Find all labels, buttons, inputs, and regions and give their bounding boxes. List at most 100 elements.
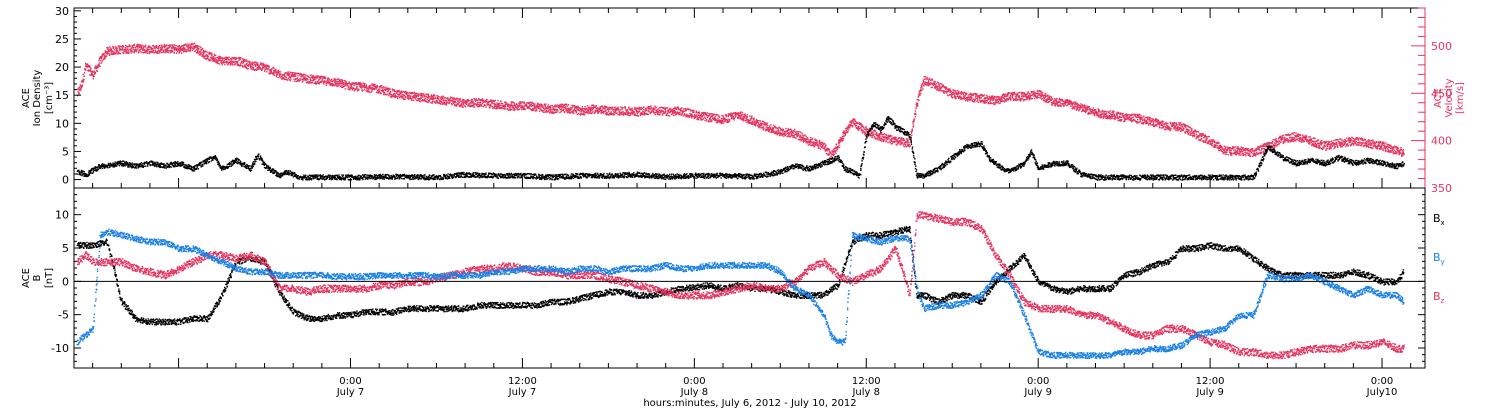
velocity-series-point <box>1079 105 1081 107</box>
velocity-series-point <box>339 80 342 82</box>
velocity-series-point <box>956 95 959 97</box>
velocity-series-point <box>243 65 246 67</box>
velocity-series-point <box>737 112 739 115</box>
velocity-series-point <box>903 143 906 145</box>
velocity-series-point <box>379 92 382 94</box>
velocity-series-point <box>434 101 436 103</box>
velocity-series-point <box>118 46 120 49</box>
velocity-series-point <box>745 115 747 117</box>
velocity-series-point <box>399 96 401 98</box>
velocity-series-point <box>401 97 403 99</box>
velocity-series-point <box>270 70 272 72</box>
velocity-series-point <box>488 104 491 106</box>
velocity-series-point <box>315 81 317 83</box>
velocity-series-point <box>348 86 350 88</box>
velocity-series-point <box>758 120 760 122</box>
velocity-series-point <box>432 99 434 101</box>
velocity-series-point <box>112 52 114 54</box>
velocity-series-point <box>242 61 245 63</box>
velocity-series-point <box>116 49 119 52</box>
velocity-series-point <box>509 104 512 106</box>
velocity-series-point <box>566 105 568 107</box>
velocity-series-point <box>453 100 455 102</box>
velocity-series-point <box>263 65 265 68</box>
velocity-series-point <box>89 68 92 71</box>
velocity-series-point <box>529 105 532 107</box>
velocity-series-point <box>677 106 679 108</box>
velocity-series-point <box>1018 91 1021 94</box>
velocity-series-point <box>304 76 306 78</box>
velocity-series-point <box>235 62 237 64</box>
velocity-series-point <box>969 96 972 99</box>
velocity-series-point <box>333 78 335 80</box>
velocity-series-point <box>1094 110 1096 112</box>
velocity-series-point <box>301 78 303 81</box>
velocity-series-point <box>833 147 836 149</box>
velocity-series-point <box>697 111 700 113</box>
velocity-series-point <box>1045 99 1047 101</box>
velocity-series-point <box>1059 98 1061 101</box>
velocity-series-point <box>344 85 346 87</box>
velocity-series-point <box>496 106 498 108</box>
velocity-series-point <box>589 110 592 112</box>
velocity-series-point <box>1056 103 1058 105</box>
velocity-series-point <box>761 123 763 125</box>
velocity-series-point <box>204 51 206 53</box>
velocity-series-point <box>1040 93 1042 95</box>
velocity-series-point <box>567 111 570 113</box>
velocity-series-point <box>325 82 328 85</box>
velocity-series-point <box>408 92 411 94</box>
velocity-series-point <box>720 120 722 122</box>
velocity-series-point <box>570 108 572 110</box>
velocity-series-point <box>163 46 166 48</box>
velocity-series-point <box>721 114 723 117</box>
velocity-series-point <box>344 82 347 85</box>
velocity-series-point <box>346 82 349 85</box>
velocity-series-point <box>700 116 703 118</box>
velocity-series-point <box>770 128 772 130</box>
velocity-series-point <box>336 81 339 83</box>
velocity-series-point <box>193 42 196 45</box>
velocity-series-point <box>779 127 782 130</box>
velocity-series-point <box>419 95 422 97</box>
velocity-series-point <box>714 116 716 118</box>
velocity-series-point <box>733 117 736 119</box>
velocity-series-point <box>1052 102 1054 104</box>
velocity-series-point <box>124 44 127 47</box>
velocity-series-point <box>608 112 611 114</box>
velocity-series-point <box>392 88 395 91</box>
velocity-series-point <box>322 76 325 78</box>
velocity-series-point <box>439 97 441 99</box>
velocity-series-point <box>633 111 635 113</box>
velocity-series-point <box>842 131 844 134</box>
velocity-series-point <box>495 103 497 106</box>
velocity-series-point <box>516 104 518 106</box>
velocity-series-point <box>248 65 250 67</box>
velocity-series-point <box>795 131 797 134</box>
velocity-series-point <box>480 104 482 106</box>
velocity-series-point <box>763 123 765 125</box>
velocity-series-point <box>454 98 456 101</box>
velocity-series-point <box>900 141 902 143</box>
velocity-series-point <box>432 96 434 98</box>
velocity-series-point <box>177 49 180 51</box>
velocity-series-point <box>715 118 717 121</box>
velocity-series-point <box>390 96 392 98</box>
velocity-series-point <box>599 106 601 108</box>
velocity-series-point <box>275 71 278 73</box>
velocity-series-point <box>449 101 451 103</box>
velocity-series-point <box>758 127 760 129</box>
velocity-series-point <box>278 72 280 74</box>
velocity-series-point <box>555 109 557 111</box>
velocity-series-point <box>407 92 410 94</box>
velocity-series-point <box>937 88 939 90</box>
velocity-series-point <box>135 51 138 53</box>
velocity-series-point <box>769 125 771 127</box>
velocity-series-point <box>605 112 607 114</box>
velocity-series-point <box>575 106 577 108</box>
velocity-series-point <box>960 91 962 94</box>
velocity-series-point <box>98 63 100 65</box>
velocity-series-point <box>552 111 554 113</box>
velocity-series-point <box>1080 103 1082 105</box>
velocity-series-point <box>205 54 207 56</box>
